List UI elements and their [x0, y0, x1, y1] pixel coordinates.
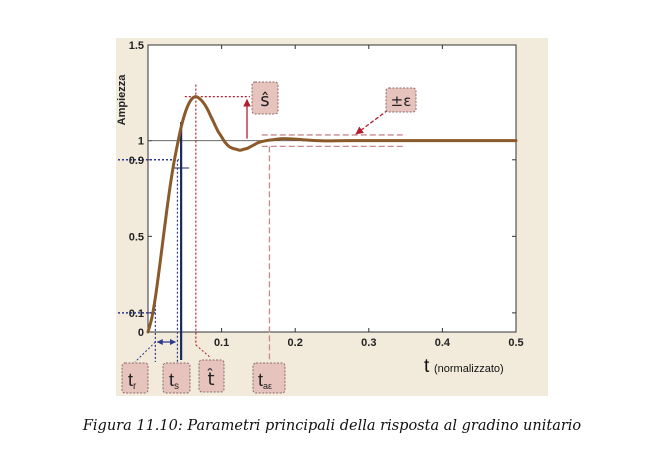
- svg-text:taε: taε: [258, 370, 272, 391]
- guide-lines: [118, 84, 516, 363]
- that-label-box: t̂: [198, 359, 225, 393]
- tick-labels: 0.1 0.2 0.3 0.4 0.5 0 0.1 0.5 0.9 1 1.5: [129, 40, 524, 349]
- tae-label-box: taε: [252, 362, 286, 394]
- shat-label: ŝ: [260, 90, 269, 111]
- y-tick-label: 1.5: [129, 40, 144, 52]
- tr-label: t: [128, 370, 133, 390]
- x-tick-label: 0.3: [361, 337, 376, 349]
- x-tick-label: 0.2: [288, 337, 303, 349]
- band-label-box: ±ε: [385, 87, 417, 113]
- response-curve: [146, 95, 518, 334]
- tr-subscript: r: [133, 381, 137, 392]
- shat-label-box: ŝ: [251, 81, 279, 115]
- y-tick-label: 0.1: [129, 308, 144, 320]
- tr-label-box: tr: [121, 362, 149, 394]
- band-label: ±ε: [391, 92, 412, 110]
- tr-leader: [134, 341, 156, 363]
- band-arrow: [355, 109, 389, 135]
- x-tick-label: 0.5: [508, 337, 523, 349]
- ts-label-box: ts: [162, 362, 191, 394]
- x-axis-label-sub: (normalizzato): [434, 363, 504, 375]
- plot-area: [147, 44, 517, 333]
- x-axis-label-main: t: [424, 356, 430, 377]
- x-tick-label: 0.4: [435, 337, 451, 349]
- y-tick-label: 0.9: [129, 155, 144, 167]
- svg-text:tr: tr: [128, 370, 137, 392]
- that-leader: [195, 344, 212, 359]
- y-tick-label: 0.5: [129, 231, 144, 243]
- tae-label: t: [258, 370, 263, 390]
- figure-caption: Figura 11.10: Parametri principali della…: [82, 418, 582, 434]
- y-tick-label: 0: [138, 327, 144, 339]
- y-tick-label: 1: [138, 136, 144, 148]
- y-axis-label: Ampiezza: [116, 74, 128, 126]
- svg-text:ts: ts: [169, 370, 179, 392]
- ts-label: t: [169, 370, 174, 390]
- tae-subscript: aε: [263, 381, 272, 391]
- that-label: t̂: [206, 369, 214, 390]
- x-tick-label: 0.1: [214, 337, 229, 349]
- ts-subscript: s: [174, 381, 179, 392]
